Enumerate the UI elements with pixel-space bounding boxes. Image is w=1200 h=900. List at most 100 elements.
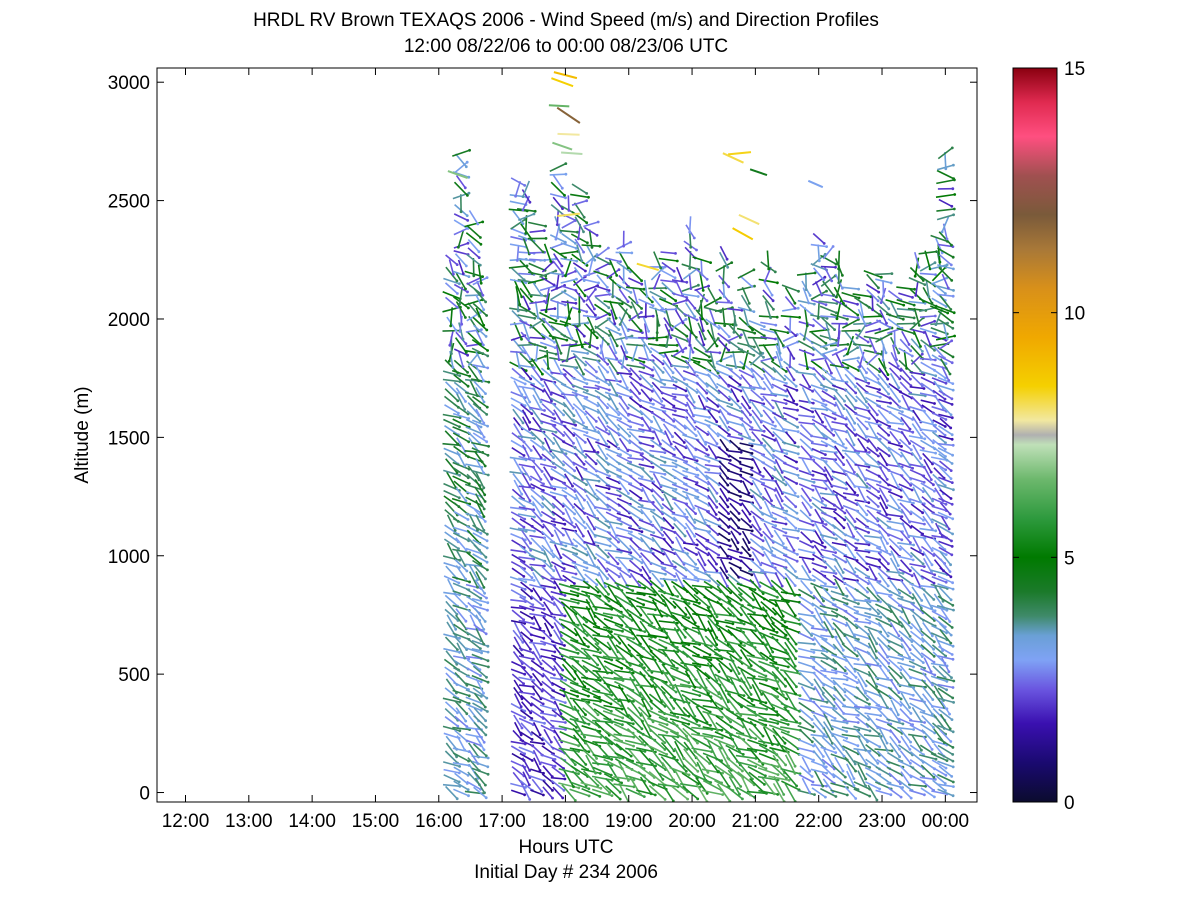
wind-arrow-head (642, 603, 645, 607)
wind-arrow (466, 503, 482, 514)
wind-arrow (454, 253, 467, 267)
wind-arrow-head (485, 539, 489, 543)
wind-arrow-head (625, 357, 628, 361)
wind-arrow-head (479, 532, 483, 535)
wind-arrow (574, 408, 585, 424)
wind-arrow (454, 700, 468, 715)
wind-arrow-head (796, 306, 800, 310)
wind-arrow (571, 546, 588, 556)
wind-arrow-head (594, 771, 597, 775)
wind-arrow (530, 495, 544, 508)
wind-arrow-head (485, 276, 489, 279)
wind-arrow-head (564, 316, 568, 320)
wind-arrow (606, 439, 620, 450)
wind-arrow (649, 561, 666, 570)
wind-arrow (608, 429, 618, 446)
wind-arrow-head (795, 403, 799, 406)
wind-arrow-head (544, 224, 547, 228)
wind-arrow-head (524, 530, 528, 533)
wind-arrow (606, 402, 620, 416)
wind-arrow (648, 770, 666, 786)
wind-arrow (569, 681, 589, 691)
wind-arrow (647, 744, 668, 756)
wind-arrow-head (688, 267, 692, 270)
wind-arrow-head (808, 385, 812, 389)
wind-arrow (627, 468, 643, 478)
wind-arrow (559, 250, 578, 255)
wind-arrow (561, 355, 576, 363)
wind-arrow (639, 536, 652, 551)
wind-arrow-head (538, 769, 542, 772)
wind-arrow-head (563, 522, 567, 526)
wind-arrow-head (466, 194, 469, 197)
wind-arrow-head (720, 715, 724, 719)
wind-arrow-head (455, 755, 458, 759)
wind-arrow-head (484, 555, 488, 559)
wind-arrow-head (483, 620, 487, 623)
wind-arrow-head (767, 267, 771, 271)
wind-arrow-head (700, 317, 704, 321)
wind-arrow (452, 532, 469, 542)
wind-arrow-head (458, 416, 462, 419)
wind-arrow-head (523, 184, 527, 187)
wind-arrow (608, 522, 618, 538)
wind-arrow (638, 428, 654, 433)
wind-arrow (673, 747, 685, 767)
wind-arrow-head (753, 345, 756, 349)
wind-arrow (669, 684, 690, 688)
wind-arrow (614, 594, 633, 607)
wind-arrow-head (825, 317, 829, 320)
wind-arrow (541, 501, 555, 515)
wind-arrow (660, 386, 676, 390)
wind-arrow-head (593, 258, 597, 262)
wind-arrow-head (467, 306, 470, 310)
wind-arrow (582, 391, 599, 399)
wind-arrow (453, 283, 468, 293)
wind-arrow-head (810, 634, 813, 637)
wind-arrow (670, 785, 689, 800)
wind-arrow (560, 714, 577, 729)
wind-arrow-head (615, 393, 619, 397)
wind-arrow-head (484, 719, 487, 723)
wind-arrow (443, 658, 459, 671)
wind-arrow-head (727, 348, 731, 352)
wind-arrow-head (457, 245, 460, 249)
wind-arrow-head (573, 677, 577, 681)
wind-arrow-head (523, 752, 526, 756)
wind-arrow-head (693, 621, 697, 625)
wind-arrow (670, 666, 689, 677)
wind-arrow (647, 634, 667, 639)
wind-arrow (510, 439, 526, 450)
wind-arrow (627, 552, 643, 564)
wind-arrow-head (676, 650, 680, 653)
wind-arrow (518, 506, 534, 511)
wind-arrow (616, 585, 631, 603)
wind-arrow-head (647, 329, 650, 333)
wind-arrow-head (663, 798, 667, 801)
wind-arrow (596, 408, 608, 424)
wind-arrow-head (578, 310, 581, 314)
wind-arrow (531, 366, 543, 381)
wind-arrow-head (810, 775, 814, 778)
wind-arrow-head (811, 523, 815, 527)
wind-arrow-head (553, 586, 557, 590)
wind-arrow-head (688, 230, 692, 234)
wind-arrow (569, 342, 589, 348)
wind-arrow (604, 391, 621, 398)
wind-arrow-head (834, 707, 838, 710)
wind-arrow-head (680, 279, 684, 283)
wind-arrow-head (563, 579, 567, 582)
wind-arrow (556, 209, 560, 225)
wind-arrow-head (823, 275, 827, 279)
wind-arrow (649, 405, 666, 413)
wind-arrow-head (554, 237, 558, 241)
wind-arrow (466, 282, 481, 295)
wind-arrow (604, 721, 622, 736)
wind-arrow (553, 409, 563, 423)
wind-arrow-head (553, 650, 557, 654)
wind-arrow-head (455, 279, 459, 283)
wind-arrow (574, 522, 584, 537)
wind-arrow (648, 595, 666, 607)
wind-arrow (541, 559, 555, 572)
wind-arrow (559, 673, 578, 685)
